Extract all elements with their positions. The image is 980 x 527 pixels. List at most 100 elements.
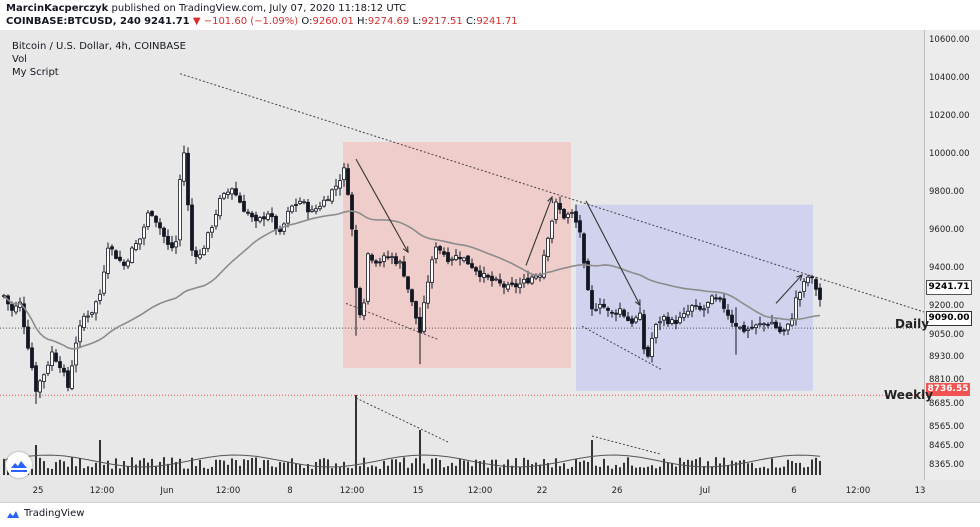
candle-body: [582, 233, 586, 264]
volume-average-line: [3, 454, 821, 468]
candle-body: [814, 279, 818, 290]
price-axis[interactable]: [924, 30, 980, 480]
chart-legend: Bitcoin / U.S. Dollar, 4h, COINBASE Vol …: [12, 40, 186, 79]
volume-bar: [203, 467, 205, 475]
author-name[interactable]: MarcinKacperczyk: [6, 3, 109, 14]
price-chart[interactable]: [0, 30, 924, 480]
candle-body: [302, 201, 306, 204]
candle-body: [710, 295, 714, 305]
volume-bar: [183, 468, 185, 475]
candle-body: [590, 290, 594, 310]
candle-body: [530, 276, 534, 284]
candle-body: [550, 220, 554, 239]
volume-bar: [591, 440, 593, 475]
down-arrow-icon: ▼: [192, 16, 201, 27]
legend-vol[interactable]: Vol: [12, 54, 27, 65]
candle-body: [574, 211, 578, 223]
volume-bar: [139, 460, 141, 475]
volume-bar: [671, 462, 673, 475]
footer-brand[interactable]: TradingView: [24, 508, 85, 519]
candle-body: [510, 282, 514, 285]
volume-bar: [563, 463, 565, 475]
volume-bar: [575, 459, 577, 475]
tradingview-logo-icon[interactable]: [6, 508, 20, 520]
volume-bar: [499, 467, 501, 475]
candle-body: [570, 212, 574, 214]
candle-body: [182, 152, 186, 182]
y-tick-label: 10200.00: [929, 111, 970, 122]
volume-bar: [367, 467, 369, 475]
candle-body: [78, 325, 82, 343]
candle-body: [462, 257, 466, 262]
candle-body: [334, 185, 338, 190]
candle-body: [294, 204, 298, 206]
volume-bar: [119, 468, 121, 475]
time-axis[interactable]: [0, 480, 924, 502]
weekly-level-label: Weekly: [884, 388, 934, 402]
x-tick-label: Jun: [160, 486, 174, 496]
y-tick-label: 8930.00: [929, 352, 965, 363]
volume-bar: [351, 468, 353, 475]
candle-body: [258, 217, 262, 222]
candle-body: [418, 316, 422, 333]
candle-body: [306, 201, 310, 213]
candle-body: [602, 303, 606, 308]
volume-bar: [675, 466, 677, 475]
legend-script[interactable]: My Script: [12, 67, 59, 78]
x-tick-label: 8: [287, 486, 293, 496]
volume-bar: [411, 463, 413, 475]
volume-bar: [567, 468, 569, 475]
candle-body: [438, 246, 442, 251]
y-tick-label: 9800.00: [929, 187, 965, 198]
volume-bar: [423, 463, 425, 475]
high-label: H:: [357, 16, 368, 27]
candle-body: [370, 254, 374, 261]
candle-body: [362, 302, 366, 317]
legend-title[interactable]: Bitcoin / U.S. Dollar, 4h, COINBASE: [12, 41, 186, 52]
volume-bar: [527, 459, 529, 475]
arrow-head: [402, 246, 409, 254]
volume-bar: [603, 458, 605, 475]
candle-body: [206, 232, 210, 249]
last-price-tag: 9241.71: [926, 280, 972, 295]
candle-body: [758, 323, 762, 326]
candle-body: [458, 257, 462, 260]
candle-body: [426, 281, 430, 304]
volume-bar: [531, 464, 533, 475]
volume-bar: [791, 461, 793, 475]
y-tick-label: 8685.00: [929, 399, 965, 409]
y-tick-label: 10400.00: [929, 73, 970, 84]
volume-bar: [215, 459, 217, 475]
low-value: 9217.51: [421, 16, 463, 27]
candle-body: [654, 324, 658, 339]
volume-bar: [431, 458, 433, 475]
y-tick-label: 10600.00: [929, 35, 970, 46]
zone-blue: [576, 204, 813, 391]
candle-body: [802, 281, 806, 292]
volume-bar: [547, 462, 549, 475]
candle-body: [234, 188, 238, 196]
tradingview-badge-icon[interactable]: [6, 452, 32, 478]
candle-body: [670, 319, 674, 324]
y-tick-label: 9050.00: [929, 329, 965, 340]
volume-bar: [699, 457, 701, 475]
candle-body: [782, 329, 786, 332]
volume-bar: [627, 457, 629, 475]
volume-bar: [199, 459, 201, 475]
volume-bar: [695, 459, 697, 475]
volume-bar: [219, 459, 221, 475]
candle-body: [722, 298, 726, 309]
volume-bar: [703, 466, 705, 475]
candle-body: [554, 201, 558, 220]
candle-body: [90, 312, 94, 315]
candle-body: [210, 227, 214, 233]
volume-bar: [819, 461, 821, 475]
candle-body: [414, 301, 418, 319]
volume-bar: [795, 463, 797, 475]
candle-body: [34, 365, 38, 392]
volume-bar: [47, 468, 49, 475]
candle-body: [106, 247, 110, 274]
volume-bar: [439, 459, 441, 475]
volume-bar: [195, 466, 197, 475]
volume-bar: [383, 460, 385, 475]
